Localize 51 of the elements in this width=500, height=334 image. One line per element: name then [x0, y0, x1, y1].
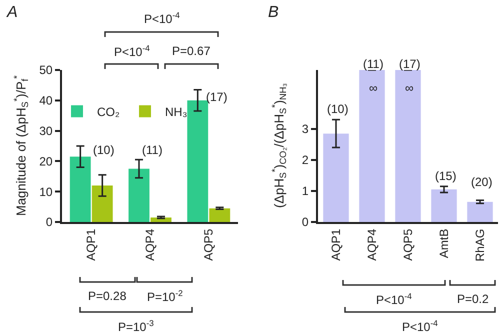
annotation: ∞: [405, 81, 414, 95]
y-tick-label: 3: [302, 122, 309, 136]
text: P<10$^{-4}$: [402, 318, 438, 334]
y-tick-label: 40: [39, 94, 53, 108]
annotation: (11): [363, 57, 384, 71]
annotation: (20): [471, 175, 492, 189]
text: P=0.2: [457, 292, 490, 306]
x-tick-label: AQP1: [328, 228, 343, 261]
x-tick-label: AQP5: [202, 228, 216, 261]
bar: [187, 100, 208, 222]
legend-label: NH₃: [165, 104, 188, 119]
chart-title: B: [268, 4, 279, 21]
text: P<10$^{-4}$: [144, 10, 180, 26]
y-tick-label: 20: [39, 154, 53, 168]
text: P=10$^{-3}$: [118, 318, 154, 334]
text: P=10$^{-2}$: [147, 288, 184, 304]
annotation: (11): [142, 143, 162, 157]
annotation: (15): [435, 169, 456, 183]
x-tick-label: RhAG: [472, 228, 487, 262]
chart-title: A: [6, 4, 18, 21]
annotation: (10): [93, 143, 114, 157]
x-tick-label: AQP4: [364, 228, 379, 261]
bar: [467, 202, 493, 222]
bar: [70, 156, 91, 222]
y-tick-label: 0: [302, 215, 309, 230]
y-tick-label: 50: [39, 63, 53, 78]
annotation: ∞: [369, 81, 378, 95]
y-tick-label: 0: [46, 215, 53, 230]
x-tick-label: AQP4: [142, 228, 157, 261]
bar: [431, 189, 457, 222]
bar: [128, 168, 150, 222]
x-tick-label: AQP5: [400, 228, 415, 261]
text: P<10$^{-4}$: [376, 291, 412, 308]
annotation: (10): [327, 102, 348, 116]
bar: [323, 134, 349, 222]
y-tick-label: 1: [302, 184, 309, 198]
bar: [209, 208, 230, 222]
text: P=0.28: [88, 289, 127, 303]
bar: [359, 70, 385, 222]
bar: [395, 70, 421, 222]
y-tick-label: 2: [302, 153, 309, 168]
annotation: (17): [206, 90, 228, 104]
text: P=0.67: [172, 44, 211, 58]
y-tick-label: 30: [39, 124, 53, 138]
x-tick-label: AmtB: [436, 228, 451, 258]
annotation: (17): [399, 57, 420, 71]
bar: [92, 186, 113, 222]
y-tick-label: 10: [39, 184, 53, 199]
legend-label: CO₂: [97, 104, 120, 119]
x-tick-label: AQP1: [84, 228, 98, 261]
text: P<10$^{-4}$: [114, 43, 150, 60]
